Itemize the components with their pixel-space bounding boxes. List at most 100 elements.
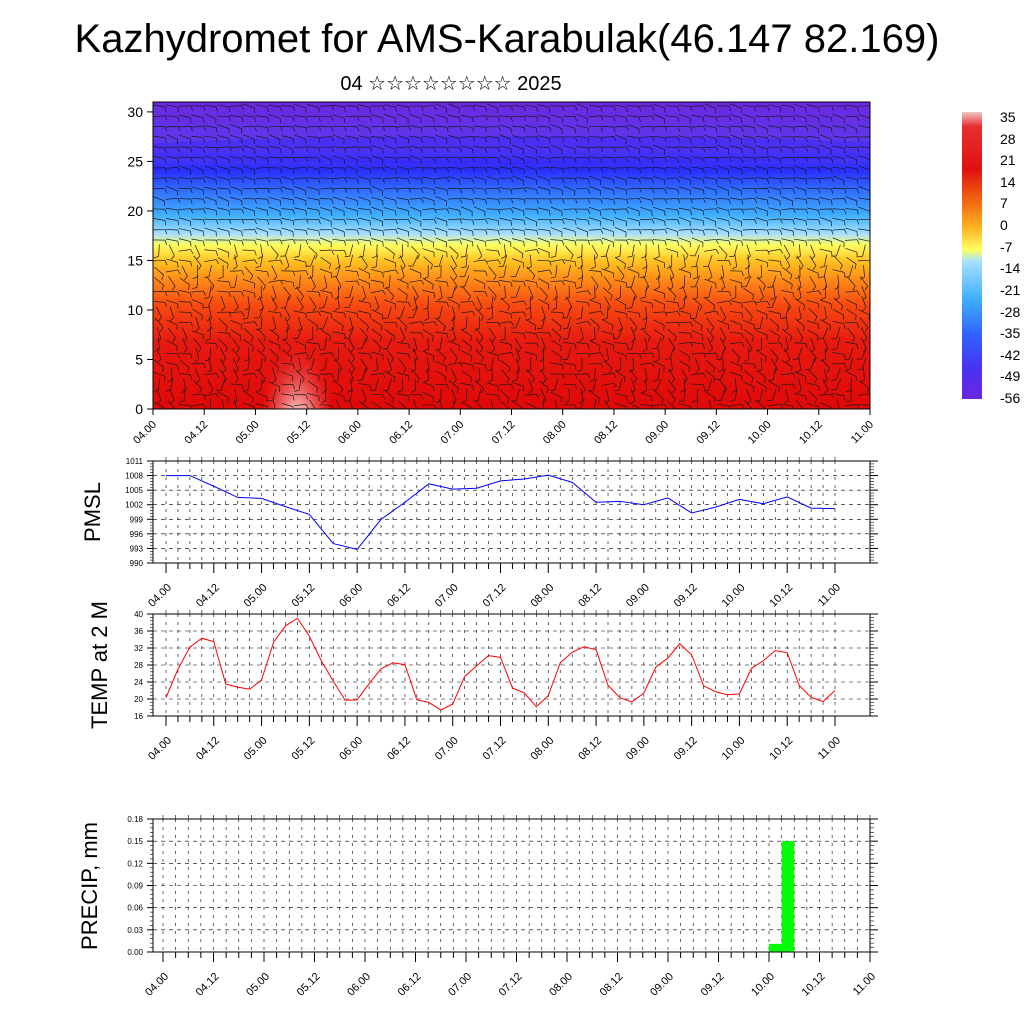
wind-barb bbox=[154, 317, 164, 328]
wind-barb bbox=[861, 357, 867, 370]
heatmap-ytick-label: 5 bbox=[135, 351, 143, 367]
wind-barb bbox=[427, 337, 429, 350]
wind-barb bbox=[834, 256, 843, 266]
wind-barb-flag bbox=[677, 147, 680, 153]
wind-barb-flag bbox=[576, 317, 582, 320]
wind-barb-flag bbox=[202, 117, 205, 123]
wind-barb-flag bbox=[157, 400, 162, 404]
wind-barb bbox=[383, 269, 396, 273]
wind-barb bbox=[423, 256, 433, 265]
wind-barb bbox=[204, 218, 217, 221]
wind-barb-flag bbox=[412, 348, 417, 353]
wind-barb-flag bbox=[862, 307, 867, 312]
wind-barb-flag bbox=[574, 128, 576, 134]
wind-barb bbox=[166, 134, 178, 140]
wind-barb-flag bbox=[369, 231, 371, 237]
wind-barb bbox=[242, 165, 255, 171]
wind-barb bbox=[807, 329, 819, 337]
wind-barb-flag bbox=[408, 354, 411, 360]
wind-barb bbox=[306, 228, 319, 232]
wind-barb bbox=[255, 403, 268, 407]
wind-barb-flag bbox=[690, 342, 694, 347]
wind-barb-flag bbox=[369, 354, 372, 360]
wind-barb bbox=[217, 331, 230, 334]
wind-barb-flag bbox=[280, 259, 283, 265]
wind-barb-flag bbox=[562, 219, 565, 225]
wind-barb-flag bbox=[552, 307, 558, 311]
wind-barb-flag bbox=[560, 356, 562, 362]
wind-barb bbox=[717, 144, 729, 150]
wind-barb-flag bbox=[741, 158, 744, 164]
wind-barb bbox=[824, 306, 827, 319]
wind-barb bbox=[178, 208, 191, 210]
wind-barb-flag bbox=[408, 125, 412, 131]
wind-barb-flag bbox=[395, 219, 398, 225]
wind-barb bbox=[665, 321, 678, 324]
wind-barb-flag bbox=[549, 167, 552, 173]
wind-barb bbox=[759, 316, 764, 329]
wind-barb bbox=[819, 156, 832, 159]
wind-barb-flag bbox=[626, 126, 629, 131]
wind-barb-flag bbox=[497, 220, 500, 226]
wind-barb bbox=[678, 403, 691, 407]
wind-barb bbox=[781, 145, 794, 149]
wind-barb-flag bbox=[308, 338, 313, 341]
chart-title: Kazhydromet for AMS-Karabulak(46.147 82.… bbox=[74, 17, 940, 61]
wind-barb-flag bbox=[241, 384, 244, 390]
wind-barb bbox=[541, 316, 546, 329]
wind-barb bbox=[514, 337, 522, 349]
wind-barb-flag bbox=[233, 266, 238, 270]
wind-barb-flag bbox=[333, 379, 339, 382]
wind-barb bbox=[204, 259, 217, 263]
wind-barb bbox=[191, 363, 204, 365]
wind-barb-flag bbox=[408, 199, 410, 205]
wind-barb bbox=[678, 155, 691, 160]
wind-barb-flag bbox=[344, 106, 346, 112]
wind-barb bbox=[284, 316, 290, 329]
wind-barb bbox=[537, 114, 550, 119]
ytick-label: 28 bbox=[134, 661, 143, 670]
wind-barb-flag bbox=[536, 249, 540, 254]
wind-barb bbox=[554, 378, 559, 391]
wind-barb bbox=[781, 372, 794, 376]
wind-barb bbox=[195, 347, 200, 360]
heatmap-ytick-label: 0 bbox=[135, 401, 143, 417]
wind-barb-flag bbox=[574, 231, 576, 237]
wind-barb-flag bbox=[423, 307, 429, 310]
ytick-label: 36 bbox=[134, 627, 143, 636]
wind-barb-flag bbox=[350, 348, 355, 353]
wind-barb-flag bbox=[331, 249, 334, 255]
wind-barb bbox=[473, 176, 486, 180]
wind-barb bbox=[678, 146, 691, 149]
wind-barb-flag bbox=[792, 136, 796, 142]
xtick-label: 06.00 bbox=[337, 735, 365, 763]
wind-barb-flag bbox=[331, 116, 334, 122]
wind-barb bbox=[836, 326, 841, 339]
wind-barb-flag bbox=[228, 106, 231, 112]
wind-barb bbox=[333, 380, 344, 389]
wind-barb-flag bbox=[845, 400, 851, 403]
wind-barb-flag bbox=[485, 219, 488, 224]
wind-barb-flag bbox=[805, 157, 809, 162]
wind-barb bbox=[281, 227, 294, 232]
wind-barb bbox=[409, 166, 422, 169]
wind-barb-flag bbox=[436, 276, 442, 280]
wind-barb bbox=[242, 279, 255, 284]
wind-barb-flag bbox=[228, 291, 231, 297]
wind-barb-flag bbox=[814, 378, 818, 384]
wind-barb bbox=[464, 265, 470, 277]
wind-barb bbox=[414, 357, 417, 370]
wind-barb bbox=[345, 125, 358, 128]
wind-barb-flag bbox=[469, 346, 472, 352]
wind-barb bbox=[332, 311, 345, 314]
wind-barb bbox=[400, 265, 405, 277]
xtick-label: 08.12 bbox=[576, 582, 604, 610]
wind-barb-flag bbox=[164, 177, 168, 183]
wind-barb bbox=[486, 156, 499, 159]
wind-barb bbox=[448, 103, 460, 109]
wind-barb-flag bbox=[161, 274, 164, 280]
wind-barb-flag bbox=[479, 347, 484, 353]
wind-barb-flag bbox=[470, 377, 472, 383]
wind-barb bbox=[500, 390, 510, 400]
